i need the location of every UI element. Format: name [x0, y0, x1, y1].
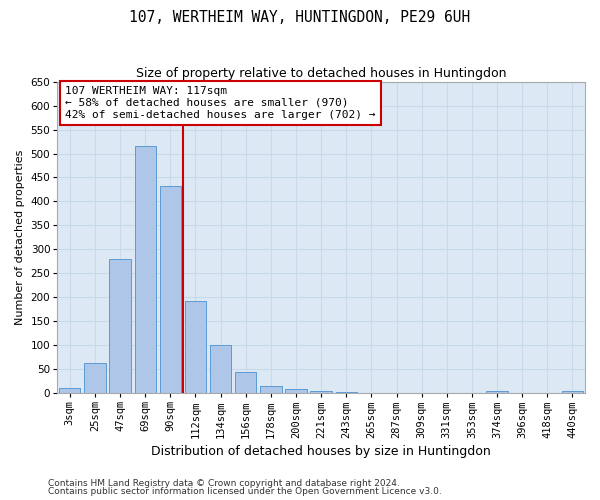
Bar [160, 186, 181, 393]
Bar [235, 372, 256, 393]
Bar [109, 259, 131, 393]
Text: Contains HM Land Registry data © Crown copyright and database right 2024.: Contains HM Land Registry data © Crown c… [48, 478, 400, 488]
Bar [562, 390, 583, 393]
Bar [286, 389, 307, 393]
Text: 107, WERTHEIM WAY, HUNTINGDON, PE29 6UH: 107, WERTHEIM WAY, HUNTINGDON, PE29 6UH [130, 10, 470, 25]
Title: Size of property relative to detached houses in Huntingdon: Size of property relative to detached ho… [136, 68, 506, 80]
Text: 107 WERTHEIM WAY: 117sqm
← 58% of detached houses are smaller (970)
42% of semi-: 107 WERTHEIM WAY: 117sqm ← 58% of detach… [65, 86, 376, 120]
Bar [84, 363, 106, 393]
Bar [310, 390, 332, 393]
Bar [210, 344, 231, 393]
Bar [59, 388, 80, 393]
Bar [335, 392, 357, 393]
Text: Contains public sector information licensed under the Open Government Licence v3: Contains public sector information licen… [48, 487, 442, 496]
Bar [134, 146, 156, 393]
X-axis label: Distribution of detached houses by size in Huntingdon: Distribution of detached houses by size … [151, 444, 491, 458]
Bar [260, 386, 281, 393]
Bar [487, 390, 508, 393]
Bar [185, 300, 206, 393]
Y-axis label: Number of detached properties: Number of detached properties [15, 150, 25, 325]
